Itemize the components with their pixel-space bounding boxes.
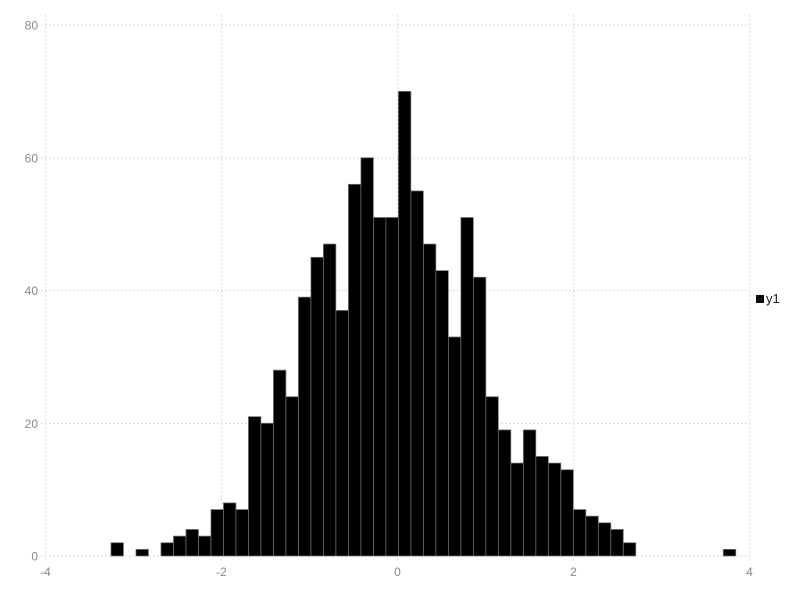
y-tick-label: 80 — [25, 19, 39, 33]
histogram-bar — [622, 542, 637, 557]
x-tick-label: -2 — [216, 565, 227, 579]
histogram-bar — [298, 296, 312, 557]
x-tick-label: -4 — [40, 565, 51, 579]
x-tick-label: 2 — [570, 565, 577, 579]
histogram-bar — [610, 529, 624, 557]
histogram-bar — [722, 548, 737, 557]
histogram-bar — [510, 462, 524, 557]
histogram-bar — [360, 157, 374, 557]
histogram-bar — [597, 522, 612, 557]
histogram-bar — [472, 276, 487, 557]
histogram-bar — [447, 336, 462, 557]
x-tick-label: 4 — [746, 565, 753, 579]
histogram-bar — [398, 91, 412, 557]
histogram-bar — [385, 217, 399, 557]
histogram-bar — [422, 243, 437, 557]
histogram-bar — [335, 310, 349, 557]
histogram-bar — [135, 548, 149, 557]
histogram-bar — [572, 509, 587, 557]
histogram-bar — [223, 502, 237, 557]
histogram-bar — [110, 542, 124, 557]
histogram-bar — [173, 535, 187, 557]
legend-swatch-icon — [756, 294, 764, 303]
histogram-bar — [348, 183, 362, 557]
histogram-bar — [323, 243, 337, 557]
histogram-bar — [235, 509, 249, 557]
legend-series-label: y1 — [766, 291, 780, 306]
histogram-bar — [248, 416, 262, 557]
histogram-bar — [485, 396, 499, 557]
histogram-bar — [547, 462, 562, 557]
histogram-bar — [210, 509, 224, 557]
histogram-bar — [273, 369, 287, 557]
x-tick-label: 0 — [394, 565, 401, 579]
histogram-bar — [373, 217, 387, 557]
y-tick-label: 0 — [31, 550, 38, 564]
histogram-bar — [497, 429, 512, 557]
histogram-bar — [410, 190, 424, 557]
histogram-bar — [198, 535, 212, 557]
histogram-bar — [160, 542, 174, 557]
histogram-bar — [535, 456, 549, 557]
legend[interactable]: y1 — [756, 292, 780, 305]
y-tick-label: 40 — [25, 284, 39, 298]
histogram-bar — [560, 469, 574, 557]
histogram-bar — [522, 429, 537, 557]
histogram-bar — [435, 270, 449, 557]
y-tick-label: 60 — [25, 151, 39, 165]
histogram-bar — [260, 422, 274, 557]
y-tick-label: 20 — [25, 417, 39, 431]
histogram-bar — [285, 396, 299, 557]
histogram-bar — [310, 256, 324, 557]
histogram-bar — [460, 217, 474, 557]
histogram-bar — [185, 529, 199, 557]
histogram-bar — [585, 515, 599, 557]
